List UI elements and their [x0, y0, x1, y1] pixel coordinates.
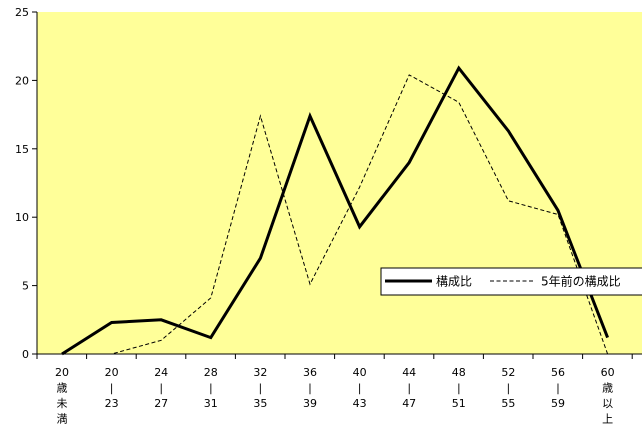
x-tick-label-line: 55	[501, 397, 515, 410]
x-tick-label-line: 43	[353, 397, 367, 410]
x-tick-label-line: 満	[57, 413, 68, 426]
x-tick-label-line: 未	[57, 397, 68, 410]
x-tick-label: 20 | 23	[105, 366, 119, 410]
x-tick-label: 44 | 47	[402, 366, 416, 410]
x-tick-label-line: 59	[551, 397, 565, 410]
legend: 構成比 5年前の構成比	[380, 267, 642, 296]
x-tick-label-line: 上	[602, 413, 613, 426]
x-tick-label-line: 20	[55, 366, 69, 379]
y-tick-label: 5	[22, 280, 29, 293]
x-tick-label-line: 39	[303, 397, 317, 410]
y-tick-label: 0	[22, 348, 29, 361]
y-tick-label: 25	[15, 6, 29, 19]
legend-label-2: 5年前の構成比	[541, 274, 621, 289]
y-axis: 0 5 10 15 20 25	[15, 6, 38, 361]
x-tick-label-line: |	[209, 382, 213, 395]
x-tick-label: 28 | 31	[204, 366, 218, 410]
y-tick-label: 20	[15, 74, 29, 87]
x-tick-label: 36 | 39	[303, 366, 317, 410]
x-tick-label-line: |	[358, 382, 362, 395]
series-layer	[61, 65, 609, 356]
x-tick-label-line: |	[556, 382, 560, 395]
y-tick-label: 10	[15, 211, 29, 224]
x-tick-label-line: 24	[154, 366, 168, 379]
x-tick-label-line: 32	[253, 366, 267, 379]
x-tick-label-line: 28	[204, 366, 218, 379]
x-tick-label-line: |	[457, 382, 461, 395]
x-tick-label: 48 | 51	[452, 366, 466, 410]
x-tick-label-line: |	[407, 382, 411, 395]
x-tick-label-line: 40	[353, 366, 367, 379]
x-tick-label: 24 | 27	[154, 366, 168, 410]
x-tick-label-line: 44	[402, 366, 416, 379]
x-tick-label-line: 48	[452, 366, 466, 379]
y-tick-label: 15	[15, 143, 29, 156]
x-tick-label-line: 歳	[57, 382, 68, 395]
x-tick-label-line: |	[110, 382, 114, 395]
x-tick-label: 52 | 55	[501, 366, 515, 410]
x-tick-label-line: 35	[253, 397, 267, 410]
legend-label-1: 構成比	[436, 275, 472, 289]
x-tick-label-line: 51	[452, 397, 466, 410]
x-tick-label-line: 27	[154, 397, 168, 410]
series-line-2	[62, 74, 609, 355]
x-tick-label-line: 歳	[602, 382, 613, 395]
x-tick-label-line: |	[259, 382, 263, 395]
x-tick-label-line: |	[308, 382, 312, 395]
x-tick-label-line: 47	[402, 397, 416, 410]
x-tick-label-line: 52	[501, 366, 515, 379]
x-tick-label-line: 23	[105, 397, 119, 410]
x-tick-label-line: 31	[204, 397, 218, 410]
x-tick-label-line: 36	[303, 366, 317, 379]
x-tick-label-line: |	[159, 382, 163, 395]
x-tick-label: 56 | 59	[551, 366, 565, 410]
x-tick-label-line: 20	[105, 366, 119, 379]
x-tick-label: 40 | 43	[353, 366, 367, 410]
x-tick-label-line: |	[507, 382, 511, 395]
x-tick-label-line: 56	[551, 366, 565, 379]
x-tick-label: 60 歳以上	[601, 366, 615, 426]
x-tick-label: 32 | 35	[253, 366, 267, 410]
x-tick-label: 20 歳未満	[55, 366, 69, 426]
x-tick-label-line: 以	[602, 397, 613, 410]
x-tick-label-line: 60	[601, 366, 615, 379]
series-line-1	[61, 65, 609, 356]
